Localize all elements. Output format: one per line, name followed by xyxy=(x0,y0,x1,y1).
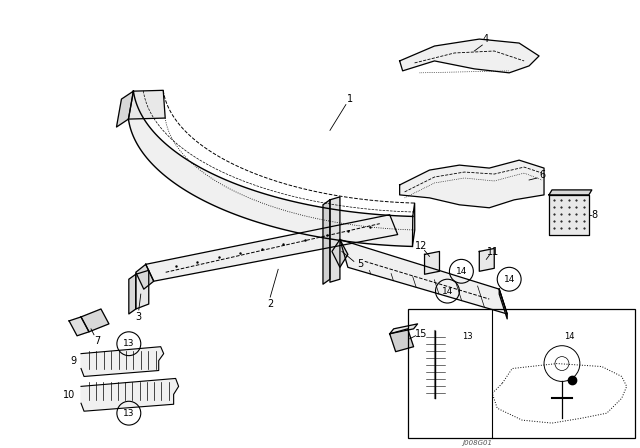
Polygon shape xyxy=(390,324,417,334)
Text: 13: 13 xyxy=(123,409,134,418)
Text: 14: 14 xyxy=(564,332,574,341)
Polygon shape xyxy=(136,264,154,289)
Polygon shape xyxy=(549,195,589,235)
Polygon shape xyxy=(129,91,413,246)
Text: 5: 5 xyxy=(356,259,363,269)
Polygon shape xyxy=(412,203,415,246)
Polygon shape xyxy=(323,200,330,284)
Text: 10: 10 xyxy=(63,390,76,401)
Polygon shape xyxy=(390,329,413,352)
Polygon shape xyxy=(129,90,165,119)
Polygon shape xyxy=(116,91,133,127)
Polygon shape xyxy=(399,160,544,208)
Text: 14: 14 xyxy=(504,275,515,284)
Text: 14: 14 xyxy=(456,267,467,276)
Polygon shape xyxy=(549,190,592,195)
Text: 9: 9 xyxy=(70,356,76,366)
Text: 13: 13 xyxy=(462,332,473,341)
Text: 3: 3 xyxy=(136,312,142,322)
Polygon shape xyxy=(81,309,109,332)
Polygon shape xyxy=(146,215,397,281)
Polygon shape xyxy=(424,251,440,274)
Text: J008G01: J008G01 xyxy=(462,440,492,446)
Polygon shape xyxy=(81,347,164,376)
Text: 15: 15 xyxy=(415,329,428,339)
Text: 2: 2 xyxy=(267,299,273,309)
Text: 8: 8 xyxy=(592,210,598,220)
Polygon shape xyxy=(479,249,494,271)
Text: 7: 7 xyxy=(94,336,100,346)
Polygon shape xyxy=(332,240,348,267)
Text: 1: 1 xyxy=(347,94,353,103)
Text: 12: 12 xyxy=(415,241,428,251)
Text: 14: 14 xyxy=(442,287,453,296)
Polygon shape xyxy=(340,240,507,314)
Text: 4: 4 xyxy=(482,34,488,44)
Text: 13: 13 xyxy=(123,339,134,348)
Polygon shape xyxy=(69,317,89,336)
Text: 11: 11 xyxy=(487,247,499,258)
Polygon shape xyxy=(136,270,148,309)
Polygon shape xyxy=(499,289,507,319)
Polygon shape xyxy=(330,197,340,282)
Polygon shape xyxy=(81,379,179,411)
Polygon shape xyxy=(129,274,136,314)
Polygon shape xyxy=(399,39,539,73)
Bar xyxy=(408,309,635,438)
Text: 6: 6 xyxy=(539,170,545,180)
